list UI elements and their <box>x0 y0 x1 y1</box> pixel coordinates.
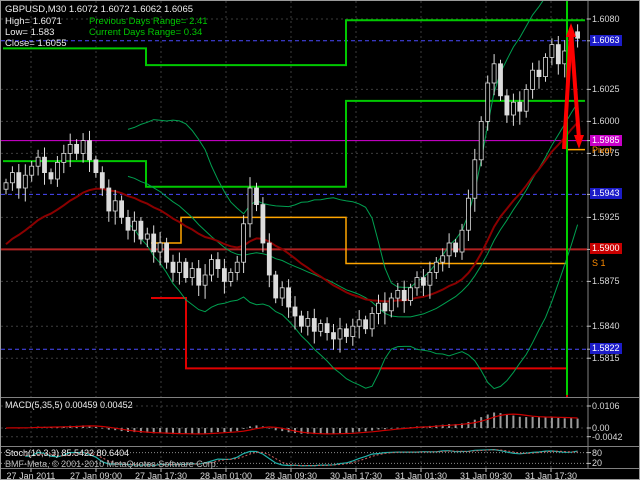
price-tag: 1.5985 <box>590 134 622 146</box>
stoch-axis-label: 80 <box>592 447 603 458</box>
time-axis-label: 28 Jan 01:00 <box>199 471 253 480</box>
price-tag: 1.5900 <box>590 243 622 255</box>
price-tag: 1.5943 <box>590 188 622 200</box>
time-axis-label: 31 Jan 01:30 <box>394 471 448 480</box>
stoch-indicator-label: Stoch(10,3,3) 85.5422 80.6404 <box>5 448 130 458</box>
macd-signal-line <box>5 413 578 435</box>
low-label: Low= 1.583 <box>5 27 55 38</box>
candles <box>3 24 580 353</box>
red-trend-arrow <box>562 23 584 150</box>
prev-days-range-label: Previous Days Range= 2.41 <box>89 16 208 27</box>
time-axis-label: 30 Jan 17:30 <box>329 471 383 480</box>
pivot-label: Pivot <box>592 144 613 155</box>
price-tag: 1.5822 <box>590 343 622 355</box>
price-tag: 1.6063 <box>590 34 622 46</box>
price-axis-label: 1.5975 <box>592 148 620 159</box>
pivot-step-line <box>151 148 585 265</box>
watermark: BMF-Meta, © 2001-2010 MetaQuotes Softwar… <box>5 459 219 469</box>
prev-day-high-line <box>3 19 585 67</box>
axis-ticks <box>30 18 591 472</box>
macd-indicator-label: MACD(5,35,5) 0.00459 0.00452 <box>5 400 133 410</box>
quote-line: GBPUSD,M30 1.6072 1.6072 1.6062 1.6065 <box>5 4 194 15</box>
close-label: Close= 1.6055 <box>5 38 67 49</box>
time-axis-label: 28 Jan 09:30 <box>264 471 318 480</box>
bollinger-middle-line <box>127 102 579 318</box>
time-axis-label: 31 Jan 17:30 <box>524 471 578 480</box>
time-axis-label: 27 Jan 17:30 <box>134 471 188 480</box>
stoch-signal-line <box>25 449 578 467</box>
prev-day-low-line <box>3 99 585 188</box>
stepped-level-lines <box>3 19 585 397</box>
bollinger-lower-line <box>127 222 579 390</box>
price-axis-label: 1.5925 <box>592 212 620 223</box>
price-axis-label: 1.5815 <box>592 353 620 364</box>
price-axis-label: 1.5840 <box>592 321 620 332</box>
time-axis-label: 27 Jan 2011 <box>6 471 56 480</box>
current-days-range-label: Current Days Range= 0.34 <box>89 27 203 38</box>
slow-ma-line <box>5 121 579 303</box>
time-axis-label: 27 Jan 09:00 <box>69 471 123 480</box>
high-label: High= 1.6071 <box>5 16 62 27</box>
pivot-label: S 1 <box>592 258 606 269</box>
price-axis-label: 1.6080 <box>592 14 620 24</box>
macd-axis-label: 0.0106 <box>592 401 620 411</box>
price-axis-label: 1.6025 <box>592 84 620 95</box>
macd-axis-label: 0.00 <box>592 423 610 433</box>
stoch-axis-label: 20 <box>592 458 603 469</box>
macd-axis-label: -0.0042 <box>592 431 623 442</box>
bollinger-upper-line <box>127 1 544 288</box>
time-axis-label: 31 Jan 09:30 <box>459 471 513 480</box>
price-axis-label: 1.5875 <box>592 276 620 287</box>
price-axis-label: 1.6000 <box>592 116 620 127</box>
